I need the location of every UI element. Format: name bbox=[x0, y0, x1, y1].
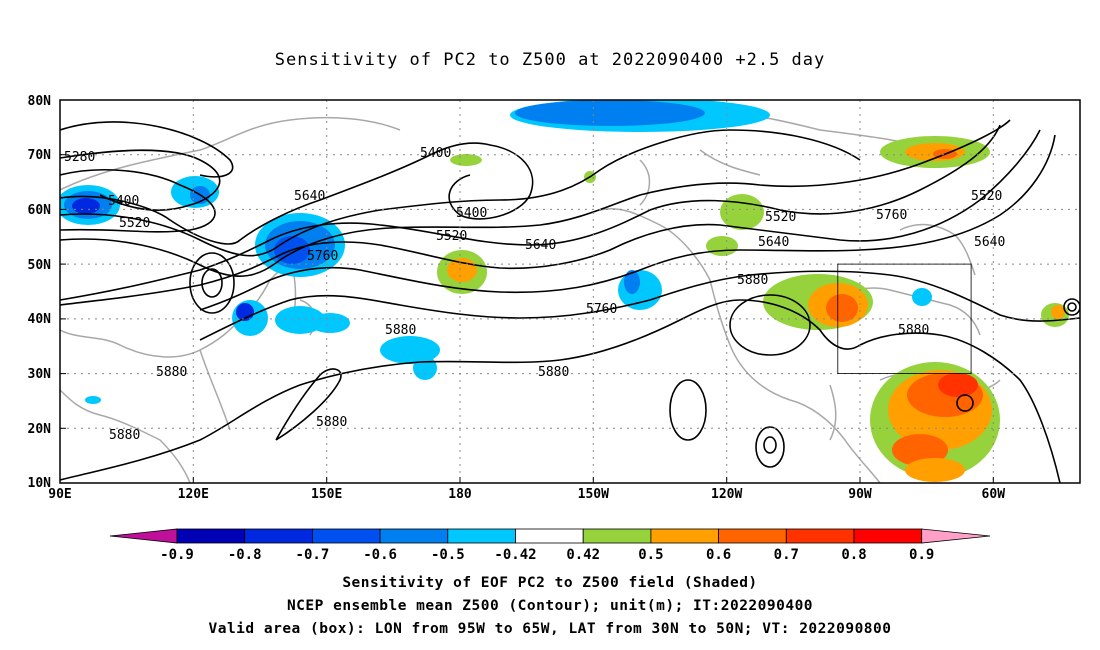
lat-label: 40N bbox=[28, 312, 52, 327]
colorbar-segment bbox=[244, 528, 313, 544]
contour-label: 5640 bbox=[974, 235, 1005, 250]
colorbar-label: -0.8 bbox=[228, 547, 262, 563]
lon-label: 180 bbox=[448, 487, 472, 502]
contour-labels: 5280 5400 5520 5400 5400 5640 5760 5520 … bbox=[64, 146, 1005, 443]
colorbar-label: -0.5 bbox=[431, 547, 465, 563]
contour-label: 5760 bbox=[876, 208, 907, 223]
colorbar-labels: -0.9 -0.8 -0.7 -0.6 -0.5 -0.42 0.42 0.5 … bbox=[160, 547, 934, 563]
lat-label: 70N bbox=[28, 148, 52, 163]
map-title: Sensitivity of PC2 to Z500 at 2022090400… bbox=[274, 50, 826, 70]
colorbar-segment bbox=[379, 528, 449, 544]
lon-label: 120E bbox=[178, 487, 209, 502]
colorbar-segment bbox=[582, 528, 652, 544]
colorbar-label: 0.7 bbox=[774, 547, 799, 563]
lon-label: 90E bbox=[48, 487, 71, 502]
caption-valid-area: Valid area (box): LON from 95W to 65W, L… bbox=[208, 621, 892, 637]
colorbar-label: -0.6 bbox=[363, 547, 397, 563]
colorbar-label: -0.9 bbox=[160, 547, 194, 563]
caption-contour: NCEP ensemble mean Z500 (Contour); unit(… bbox=[286, 598, 814, 614]
colorbar-segment bbox=[650, 528, 720, 544]
contour-label: 5640 bbox=[758, 235, 789, 250]
lat-label: 50N bbox=[28, 258, 52, 273]
colorbar-label: 0.8 bbox=[841, 547, 866, 563]
contour-label: 5520 bbox=[119, 216, 150, 231]
colorbar-segment bbox=[176, 528, 246, 544]
colorbar-label: 0.9 bbox=[909, 547, 934, 563]
contour-label: 5880 bbox=[737, 273, 768, 288]
lat-label: 80N bbox=[28, 94, 52, 109]
contour-label: 5760 bbox=[586, 302, 617, 317]
contour-label: 5640 bbox=[525, 238, 556, 253]
lat-labels: 80N 70N 60N 50N 40N 30N 20N 10N bbox=[28, 94, 52, 491]
colorbar-label: -0.7 bbox=[296, 547, 330, 563]
colorbar-segment bbox=[853, 528, 923, 544]
contour-label: 5520 bbox=[971, 189, 1002, 204]
contour-label: 5880 bbox=[156, 365, 187, 380]
colorbar bbox=[109, 528, 991, 544]
contour-label: 5880 bbox=[109, 428, 140, 443]
contour-label: 5400 bbox=[108, 194, 139, 209]
lon-label: 90W bbox=[848, 487, 872, 502]
lat-label: 20N bbox=[28, 422, 52, 437]
contour-label: 5880 bbox=[538, 365, 569, 380]
lat-label: 30N bbox=[28, 367, 52, 382]
contour-label: 5520 bbox=[436, 229, 467, 244]
colorbar-label: -0.42 bbox=[494, 547, 536, 563]
contour-label: 5280 bbox=[64, 150, 95, 165]
contour-label: 5880 bbox=[385, 323, 416, 338]
caption-shaded: Sensitivity of EOF PC2 to Z500 field (Sh… bbox=[342, 575, 758, 591]
colorbar-segment bbox=[718, 528, 787, 544]
contour-label: 5400 bbox=[420, 146, 451, 161]
colorbar-right-arrow bbox=[921, 528, 991, 544]
contour-label: 5760 bbox=[307, 249, 338, 264]
lat-label: 60N bbox=[28, 203, 52, 218]
contour-label: 5880 bbox=[316, 415, 347, 430]
lon-label: 60W bbox=[982, 487, 1006, 502]
colorbar-segment bbox=[515, 528, 584, 544]
lat-label: 10N bbox=[28, 476, 52, 491]
contour-label: 5880 bbox=[898, 323, 929, 338]
lon-labels: 90E 120E 150E 180 150W 120W 90W 60W bbox=[48, 487, 1005, 502]
colorbar-left-arrow bbox=[109, 528, 178, 544]
colorbar-segment bbox=[447, 528, 516, 544]
plot-frame bbox=[59, 99, 1081, 484]
colorbar-segment bbox=[785, 528, 855, 544]
valid-area-box bbox=[837, 263, 972, 375]
colorbar-label: 0.42 bbox=[566, 547, 600, 563]
axis-ticks bbox=[60, 154, 994, 483]
lon-label: 120W bbox=[711, 487, 742, 502]
lon-label: 150W bbox=[578, 487, 609, 502]
contour-label: 5520 bbox=[765, 210, 796, 225]
lon-label: 150E bbox=[311, 487, 342, 502]
contour-label: 5400 bbox=[456, 206, 487, 221]
contour-label: 5640 bbox=[294, 189, 325, 204]
colorbar-segment bbox=[311, 528, 381, 544]
grid bbox=[60, 100, 1080, 483]
colorbar-label: 0.5 bbox=[638, 547, 663, 563]
colorbar-label: 0.6 bbox=[706, 547, 731, 563]
